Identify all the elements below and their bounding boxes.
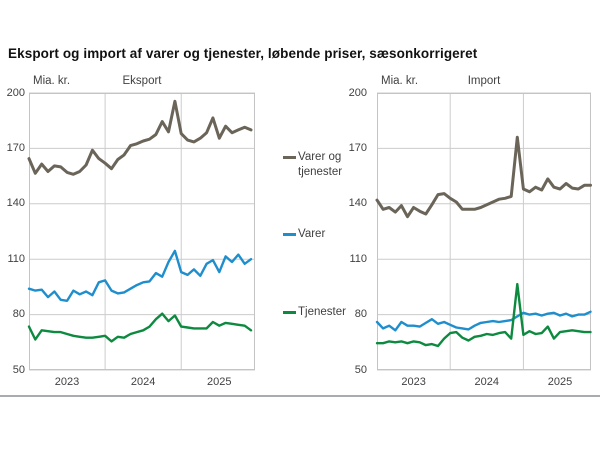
legend-label-varer-og-tjenester: Varer og tjenester	[298, 151, 343, 178]
x-tick-label: 2023	[401, 376, 426, 388]
import-plot	[375, 92, 592, 371]
series-line-varer	[375, 310, 592, 332]
x-tick-label: 2023	[54, 376, 80, 388]
legend-line-varer	[283, 233, 296, 236]
legend-item-tjenester: Tjenester	[283, 305, 346, 320]
legend-line-varer-og-tjenester	[283, 156, 296, 159]
y-tick-label: 170	[6, 141, 25, 154]
y-tick-label: 50	[12, 363, 25, 376]
y-tick-label: 110	[349, 252, 367, 265]
x-tick-label: 2025	[547, 376, 573, 388]
y-tick-label: 140	[6, 197, 25, 210]
legend-item-varer-og-tjenester: Varer og tjenester	[283, 150, 342, 180]
x-tick-label: 2025	[207, 376, 232, 388]
x-tick-label: 2024	[130, 376, 156, 388]
export-plot	[27, 92, 255, 371]
plot-border	[377, 93, 591, 370]
y-tick-label: 200	[348, 86, 367, 99]
y-tick-label: 110	[7, 252, 25, 265]
y-tick-label: 80	[12, 308, 25, 321]
y-tick-label: 170	[348, 141, 367, 154]
y-tick-label: 140	[348, 197, 367, 210]
export-panel-title: Eksport	[122, 75, 162, 87]
chart-title: Eksport og import af varer og tjenester,…	[8, 46, 478, 61]
y-tick-label: 50	[354, 363, 367, 376]
x-tick-label: 2024	[474, 376, 500, 388]
import-panel-title: Import	[467, 75, 501, 87]
bottom-divider	[0, 395, 600, 397]
export-unit-label: Mia. kr.	[33, 75, 71, 87]
series-line-varer	[27, 249, 253, 303]
series-line-tjenester	[375, 282, 592, 348]
plot-border	[29, 93, 255, 370]
y-tick-label: 200	[6, 86, 25, 99]
legend-label-varer: Varer	[298, 228, 326, 240]
legend-item-varer: Varer	[283, 227, 325, 242]
series-line-varer-og-tjenester	[27, 99, 253, 176]
import-unit-label: Mia. kr.	[381, 75, 419, 87]
legend-line-tjenester	[283, 311, 296, 314]
y-tick-label: 80	[354, 308, 367, 321]
series-line-varer-og-tjenester	[375, 135, 592, 219]
legend-label-tjenester: Tjenester	[298, 306, 346, 318]
series-line-tjenester	[27, 312, 253, 343]
